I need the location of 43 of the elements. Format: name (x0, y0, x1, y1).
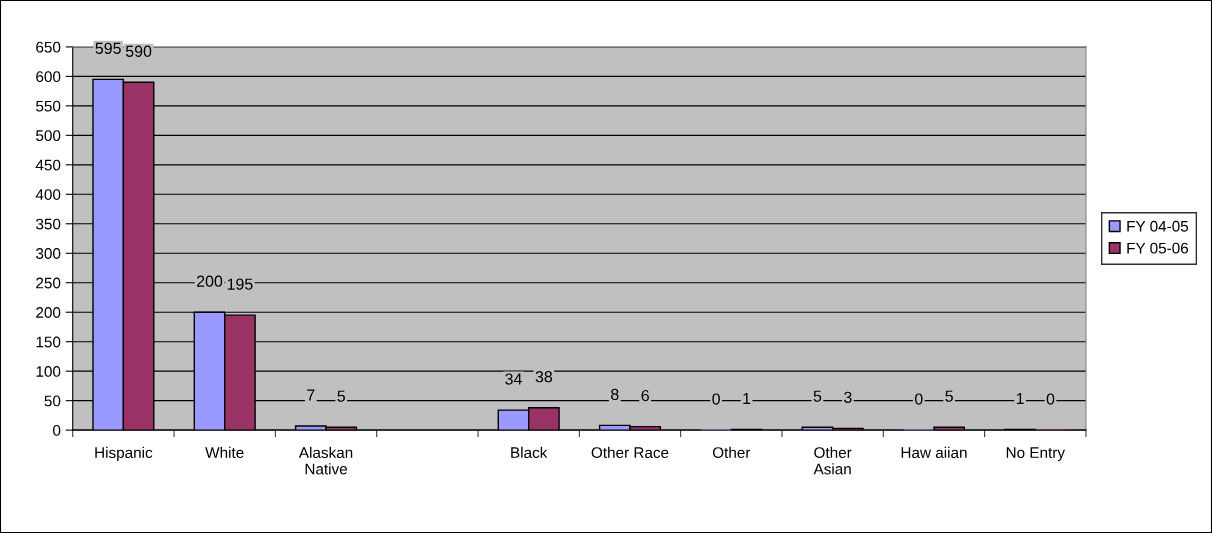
y-tick-label: 50 (44, 395, 61, 407)
data-label: 595 (95, 42, 121, 54)
y-tick-label: 650 (36, 41, 61, 53)
y-tick-label: 150 (36, 336, 61, 348)
legend-label: FY 04-05 (1127, 220, 1189, 232)
x-tick-label: Black (511, 446, 548, 459)
data-label: 3 (844, 391, 852, 403)
y-tick-label: 200 (36, 307, 61, 318)
x-tick-label: Hispanic (95, 446, 153, 462)
y-tick-label: 0 (53, 425, 61, 436)
y-tick-label: 300 (36, 248, 61, 259)
data-label: 0 (1046, 393, 1055, 405)
data-label: 34 (505, 373, 522, 385)
data-label: 1 (743, 393, 751, 404)
x-tick-label: Haw aiian (901, 446, 967, 459)
data-label: 38 (535, 371, 553, 383)
data-label: 5 (813, 390, 822, 402)
data-label: 195 (227, 278, 253, 290)
data-label: 1 (1016, 393, 1024, 404)
x-tick-label: White (205, 446, 244, 459)
y-tick-label: 600 (36, 71, 61, 83)
data-label: 200 (196, 275, 223, 287)
x-tick-label: Other Asian (813, 446, 852, 475)
y-tick-label: 400 (35, 189, 61, 200)
y-tick-label: 500 (36, 130, 61, 142)
data-label: 6 (641, 389, 649, 402)
data-label: 8 (611, 388, 619, 401)
x-tick-label: Other (712, 446, 751, 459)
data-label: 590 (125, 45, 152, 57)
x-tick-label: No Entry (1006, 447, 1065, 462)
x-tick-label: Alaskan Native (298, 446, 353, 475)
y-tick-label: 550 (36, 100, 61, 112)
y-tick-label: 100 (36, 366, 61, 377)
data-label: 7 (307, 389, 315, 401)
data-label: 5 (945, 390, 953, 402)
x-tick-label: Other Race (591, 446, 669, 459)
y-tick-label: 250 (36, 277, 61, 289)
y-tick-label: 350 (36, 218, 61, 230)
data-label: 5 (337, 390, 345, 402)
y-tick-label: 450 (35, 159, 61, 171)
data-label: 0 (914, 393, 923, 405)
data-label: 0 (712, 393, 720, 405)
legend-label: FY 05-06 (1127, 242, 1189, 254)
